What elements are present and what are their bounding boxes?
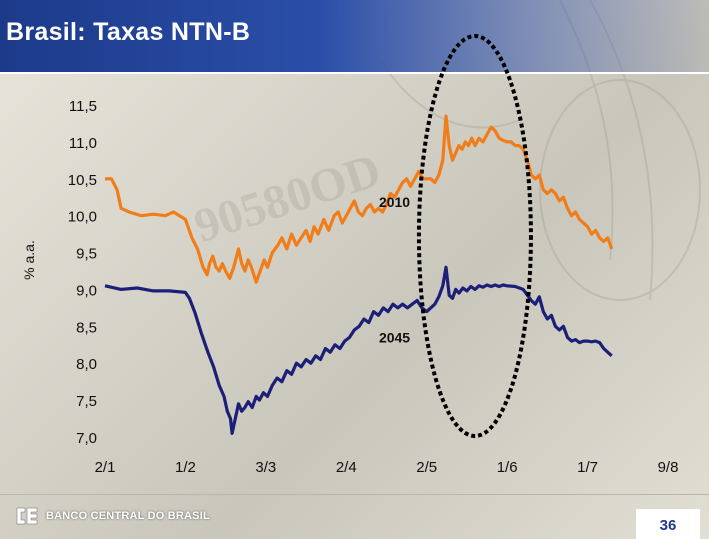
y-tick-label: 9,0 <box>76 282 97 299</box>
series-label-2010: 2010 <box>379 194 410 210</box>
footer-divider <box>0 494 709 495</box>
y-tick-label: 7,0 <box>76 430 97 447</box>
series-line-2010 <box>105 114 614 284</box>
x-tick-label: 1/6 <box>497 459 518 476</box>
y-tick-label: 9,5 <box>76 246 97 263</box>
x-tick-label: 2/1 <box>95 459 116 476</box>
bcb-logo-icon <box>16 507 38 525</box>
title-divider <box>0 72 709 74</box>
x-tick-label: 1/2 <box>175 459 196 476</box>
y-tick-label: 10,0 <box>68 209 97 226</box>
page-number: 36 <box>636 509 700 539</box>
x-tick-label: 2/5 <box>416 459 437 476</box>
y-tick-label: 7,5 <box>76 393 97 410</box>
y-tick-label: 11,0 <box>69 135 97 152</box>
y-tick-label: 8,0 <box>76 356 97 373</box>
series-line-2045 <box>104 265 613 435</box>
x-tick-label: 3/3 <box>255 459 276 476</box>
slide-title: Brasil: Taxas NTN-B <box>6 18 251 46</box>
bcb-logo: BANCO CENTRAL DO BRASIL <box>14 505 210 527</box>
x-tick-label: 9/8 <box>658 459 679 476</box>
bcb-logo-text: BANCO CENTRAL DO BRASIL <box>46 510 210 522</box>
y-axis-label: % a.a. <box>21 240 37 280</box>
x-tick-label: 2/4 <box>336 459 357 476</box>
series-label-2045: 2045 <box>379 330 410 346</box>
y-tick-label: 11,5 <box>69 98 97 115</box>
title-bar <box>0 0 709 72</box>
x-tick-label: 1/7 <box>577 459 598 476</box>
highlight-ellipse <box>416 34 533 438</box>
y-tick-label: 8,5 <box>76 319 97 336</box>
y-tick-label: 10,5 <box>68 172 97 189</box>
